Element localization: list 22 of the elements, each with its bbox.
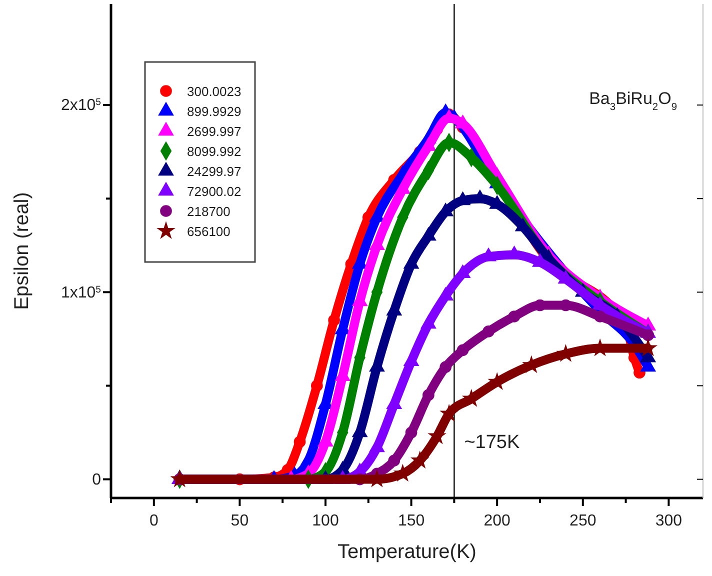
x-tick-label: 100 — [312, 512, 339, 530]
legend-label: 300.0023 — [187, 84, 242, 99]
legend-label: 24299.97 — [187, 164, 242, 179]
y-tick-label: 1x10$^{5}$ — [60, 284, 101, 302]
x-tick-label: 0 — [149, 512, 158, 530]
ref-line-label: ~175K — [464, 432, 520, 453]
legend-label: 2699.997 — [187, 124, 242, 139]
x-tick-label: 300 — [655, 512, 682, 530]
annotation: Ba$_{3}$BiRu$_{2}$O$_{9}$ — [589, 89, 678, 112]
y-tick-label: 0 — [92, 471, 102, 488]
legend-label: 72900.02 — [187, 184, 242, 199]
legend-label: 218700 — [187, 204, 230, 219]
x-tick-label: 50 — [230, 512, 249, 530]
legend-label: 656100 — [187, 224, 230, 239]
y-axis-title: Epsilon (real) — [11, 192, 33, 310]
legend-label: 8099.992 — [187, 144, 242, 159]
x-tick-label: 250 — [570, 512, 596, 530]
legend-label: 899.9929 — [187, 104, 242, 119]
y-tick-label: 2x10$^{5}$ — [60, 96, 101, 114]
x-tick-label: 200 — [484, 512, 511, 530]
x-tick-label: 150 — [398, 512, 425, 530]
x-axis-title: Temperature(K) — [338, 541, 476, 563]
